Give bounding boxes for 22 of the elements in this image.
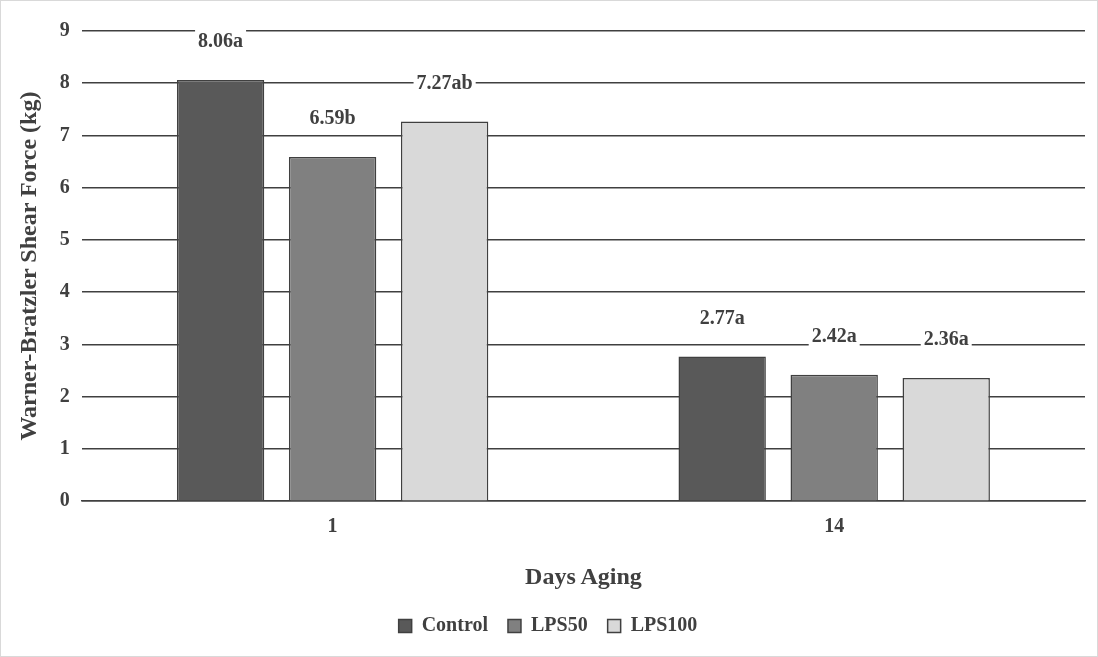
y-tick-label: 6 — [59, 174, 70, 197]
legend-label: LPS100 — [630, 613, 698, 636]
legend-label: Control — [421, 613, 489, 636]
data-label: 6.59b — [309, 106, 356, 129]
y-tick-label: 5 — [59, 227, 70, 250]
y-tick-label: 7 — [59, 122, 70, 145]
y-axis-title: Warner-Bratzler Shear Force (kg) — [14, 91, 41, 441]
x-axis-title: Days Aging — [525, 562, 642, 589]
y-tick-label: 9 — [59, 18, 70, 41]
y-tick-label: 4 — [59, 279, 70, 302]
y-tick-label: 2 — [59, 383, 70, 406]
data-label: 2.36a — [923, 327, 969, 350]
data-label: 2.42a — [811, 323, 857, 346]
y-tick-label: 3 — [59, 331, 70, 354]
data-label: 7.27ab — [416, 70, 473, 93]
y-tick-label: 8 — [59, 70, 70, 93]
legend-label: LPS50 — [530, 613, 588, 636]
y-tick-label: 1 — [59, 436, 70, 459]
data-label: 8.06a — [198, 29, 244, 52]
data-label: 2.77a — [699, 305, 745, 328]
x-tick-label: 14 — [824, 514, 845, 537]
y-tick-label: 0 — [59, 488, 70, 511]
